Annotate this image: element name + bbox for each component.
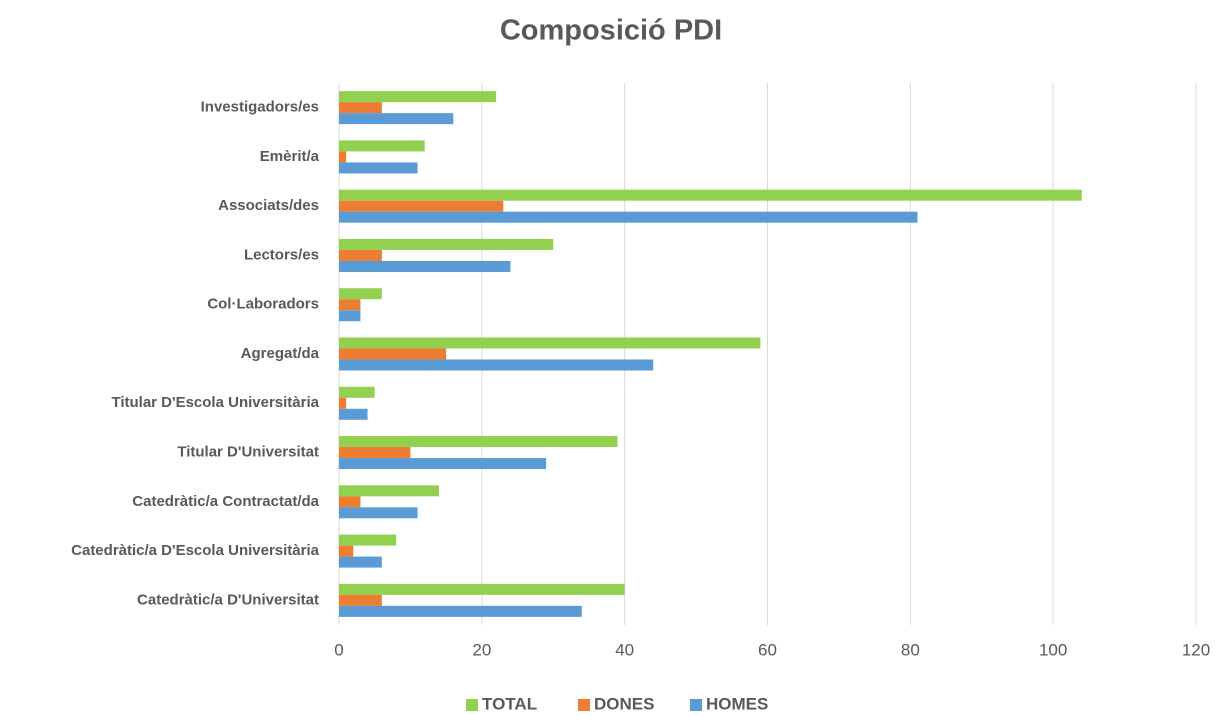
bar: [339, 211, 918, 223]
x-tick-label: 60: [758, 640, 777, 659]
bar: [339, 605, 582, 617]
bar: [339, 436, 618, 448]
bar: [339, 102, 382, 114]
legend-swatch: [690, 699, 702, 711]
legend-swatch: [578, 699, 590, 711]
bar: [339, 534, 397, 546]
bar: [339, 458, 547, 470]
y-tick-label: Titular D'Universitat: [177, 444, 319, 461]
bar: [339, 238, 554, 250]
bar: [339, 496, 361, 508]
bar: [339, 348, 447, 360]
bar: [339, 140, 425, 152]
y-tick-label: Catedràtic/a D'Escola Universitària: [71, 542, 320, 559]
bar: [339, 397, 347, 409]
y-tick-label: Catedràtic/a D'Universitat: [137, 591, 319, 608]
y-tick-label: Col·Laboradors: [207, 296, 319, 313]
bar: [339, 151, 347, 163]
bar: [339, 189, 1082, 201]
bar: [339, 386, 375, 398]
bar: [339, 507, 418, 519]
x-tick-label: 0: [334, 640, 343, 659]
y-tick-label: Associats/des: [218, 197, 319, 214]
bar: [339, 556, 382, 568]
legend-swatch: [466, 699, 478, 711]
x-tick-label: 80: [901, 640, 920, 659]
bar: [339, 91, 497, 103]
bar: [339, 337, 761, 349]
bar: [339, 249, 382, 261]
bar: [339, 485, 439, 497]
y-tick-label: Emèrit/a: [260, 148, 320, 165]
chart-title: Composició PDI: [500, 15, 722, 47]
x-tick-label: 100: [1039, 640, 1067, 659]
bar: [339, 260, 511, 272]
bar: [339, 447, 411, 459]
bar: [339, 288, 382, 300]
bar: [339, 113, 454, 125]
bar: [339, 299, 361, 311]
x-tick-label: 120: [1182, 640, 1210, 659]
x-tick-label: 40: [615, 640, 634, 659]
legend-label: HOMES: [706, 694, 768, 713]
y-tick-label: Lectors/es: [244, 246, 319, 263]
y-tick-label: Investigadors/es: [201, 99, 319, 116]
y-tick-label: Titular D'Escola Universitària: [111, 394, 319, 411]
bar: [339, 200, 504, 212]
bar: [339, 408, 368, 420]
bar: [339, 310, 361, 322]
bar: [339, 162, 418, 174]
y-tick-label: Agregat/da: [241, 345, 320, 362]
x-tick-label: 20: [472, 640, 491, 659]
legend-label: DONES: [594, 694, 654, 713]
bar: [339, 583, 625, 595]
bar: [339, 359, 654, 371]
legend-label: TOTAL: [482, 694, 537, 713]
y-tick-label: Catedràtic/a Contractat/da: [132, 493, 319, 510]
bar: [339, 545, 354, 557]
bar: [339, 594, 382, 606]
